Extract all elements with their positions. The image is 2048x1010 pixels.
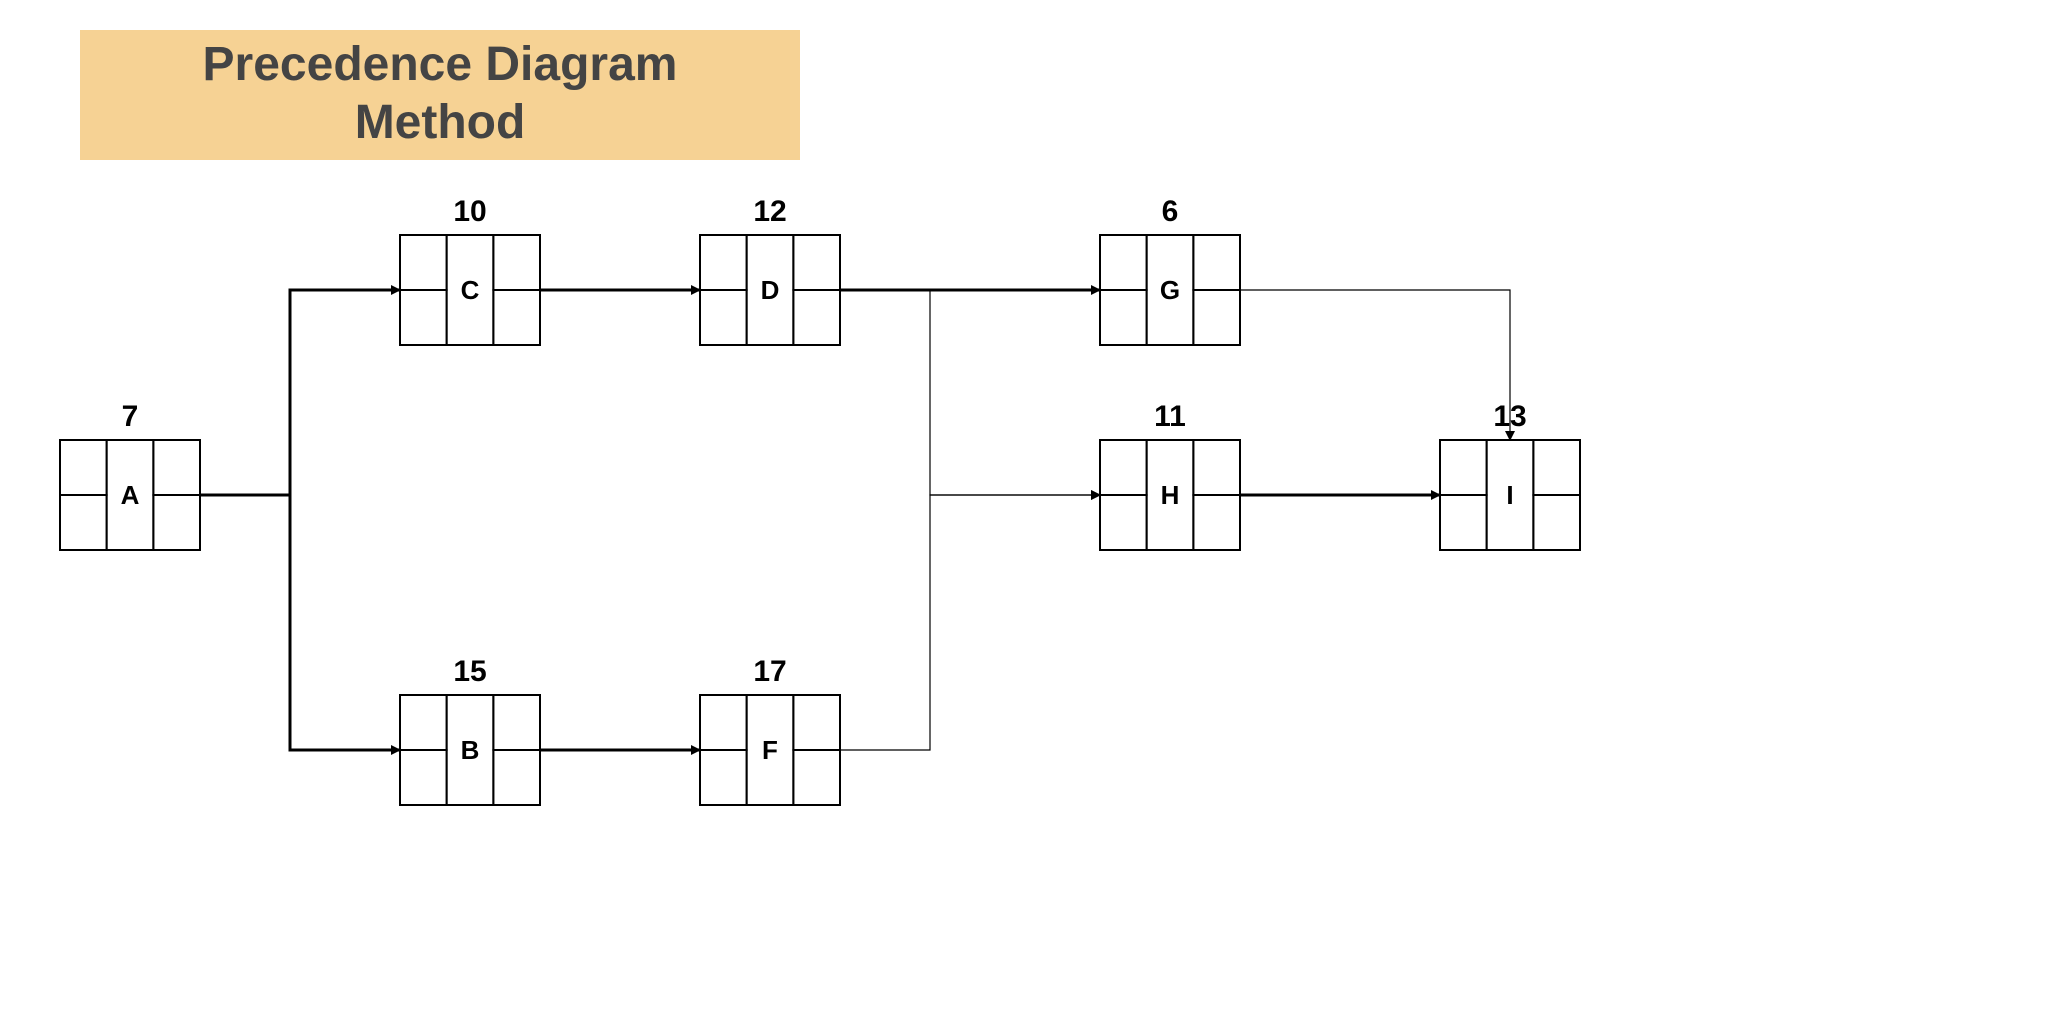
activity-label: G — [1160, 275, 1180, 305]
activity-node-I: I 13 — [1440, 400, 1580, 550]
activity-duration: 12 — [753, 195, 786, 228]
activity-node-A: A7 — [60, 400, 200, 550]
edge-A-B — [200, 495, 400, 750]
activity-label: D — [761, 275, 780, 305]
activity-label: I — [1506, 480, 1513, 510]
activity-duration: 17 — [753, 655, 786, 688]
activity-node-C: C 10 — [400, 195, 540, 345]
activity-duration: 15 — [453, 655, 486, 688]
activity-duration: 7 — [122, 400, 139, 433]
precedence-diagram: A7C10B15D12F17G6H11I13 — [0, 0, 2048, 1010]
edge-G-I — [1240, 290, 1510, 440]
activity-node-B: B 15 — [400, 655, 540, 805]
activity-node-F: F 17 — [700, 655, 840, 805]
activity-duration: 6 — [1162, 195, 1179, 228]
activity-duration: 11 — [1154, 400, 1186, 433]
activity-node-D: D 12 — [700, 195, 840, 345]
activity-label: C — [461, 275, 480, 305]
activity-label: H — [1161, 480, 1180, 510]
activity-label: A — [121, 480, 140, 510]
activity-node-H: H 11 — [1100, 400, 1240, 550]
activity-node-G: G6 — [1100, 195, 1240, 345]
activity-duration: 13 — [1493, 400, 1526, 433]
edge-A-C — [200, 290, 400, 495]
activity-label: B — [461, 735, 480, 765]
activity-duration: 10 — [453, 195, 486, 228]
activity-label: F — [762, 735, 778, 765]
edge-F-H — [840, 495, 1100, 750]
edge-D-H — [840, 290, 1100, 495]
